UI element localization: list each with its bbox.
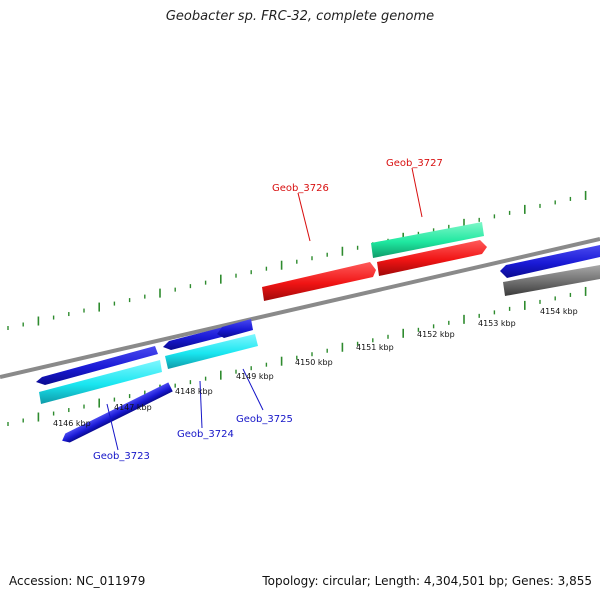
leader-geob-3725 <box>242 368 264 411</box>
tick-labels: 4146 kbp 4147 kbp 4148 kbp 4149 kbp 4150… <box>53 307 578 428</box>
gene-box-geob-3724[interactable] <box>165 334 258 369</box>
tick-label: 4152 kbp <box>417 330 455 339</box>
gene-arrow-blue-1[interactable] <box>60 382 173 445</box>
gene-arrow-geob-3726[interactable] <box>262 262 376 301</box>
gene-label-geob-3726[interactable]: Geob_3726 <box>272 183 329 194</box>
tick-label: 4151 kbp <box>356 343 394 352</box>
tick-label: 4147 kbp <box>114 403 152 412</box>
feature-track <box>36 222 600 404</box>
gene-label-geob-3727[interactable]: Geob_3727 <box>386 158 443 169</box>
leader-geob-3727 <box>411 167 423 218</box>
gene-labels: Geob_3723 Geob_3724 Geob_3725 Geob_3726 … <box>93 158 443 462</box>
tick-label: 4154 kbp <box>540 307 578 316</box>
accession-text: Accession: NC_011979 <box>9 574 146 588</box>
tick-row-outer <box>7 190 587 330</box>
genome-backbone <box>0 237 600 379</box>
gene-arrow-geob-3727[interactable] <box>377 240 487 276</box>
gene-arrow-geob-3725-forward[interactable] <box>217 319 253 338</box>
tick-label: 4149 kbp <box>236 372 274 381</box>
tick-label: 4148 kbp <box>175 387 213 396</box>
tick-label: 4153 kbp <box>478 319 516 328</box>
gene-arrow-geob-3723-forward[interactable] <box>36 346 158 385</box>
gene-label-geob-3725[interactable]: Geob_3725 <box>236 414 293 425</box>
gene-box-geob-3723[interactable] <box>39 360 162 404</box>
gene-box-right-gray[interactable] <box>503 265 600 296</box>
gene-arrow-right-blue[interactable] <box>500 245 600 278</box>
tick-row-inner <box>7 286 587 426</box>
leader-geob-3723 <box>106 403 119 451</box>
leader-geob-3724 <box>199 380 203 429</box>
leader-geob-3726 <box>297 192 311 242</box>
gene-box-geob-3727[interactable] <box>371 222 484 258</box>
tick-label: 4146 kbp <box>53 419 91 428</box>
genome-summary-text: Topology: circular; Length: 4,304,501 bp… <box>262 574 592 588</box>
tick-label: 4150 kbp <box>295 358 333 367</box>
gene-label-geob-3724[interactable]: Geob_3724 <box>177 429 234 440</box>
gene-label-geob-3723[interactable]: Geob_3723 <box>93 451 150 462</box>
map-title: Geobacter sp. FRC-32, complete genome <box>165 9 435 24</box>
